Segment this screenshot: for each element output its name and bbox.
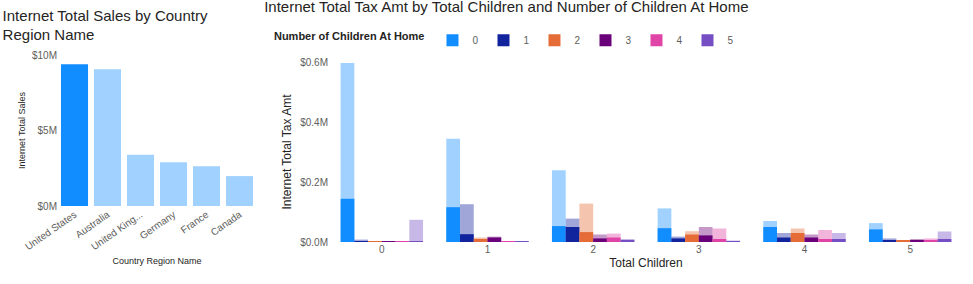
svg-text:1: 1 <box>485 244 491 255</box>
svg-text:Internet Total Sales by Countr: Internet Total Sales by CountryRegion Na… <box>3 7 208 44</box>
svg-text:$0.6M: $0.6M <box>300 57 328 68</box>
svg-text:Total Children: Total Children <box>609 256 682 270</box>
svg-text:0: 0 <box>379 244 385 255</box>
svg-text:$5M: $5M <box>38 125 57 136</box>
svg-text:$0.4M: $0.4M <box>300 117 328 128</box>
svg-text:Germany: Germany <box>138 209 178 242</box>
svg-text:Internet Total Tax Amt: Internet Total Tax Amt <box>280 94 294 210</box>
svg-text:France: France <box>179 208 211 235</box>
svg-text:3: 3 <box>696 244 702 255</box>
svg-text:4: 4 <box>676 35 682 46</box>
svg-text:4: 4 <box>802 244 808 255</box>
svg-text:3: 3 <box>625 35 631 46</box>
svg-text:$10M: $10M <box>32 50 57 61</box>
svg-text:Internet Total Tax Amt by Tota: Internet Total Tax Amt by Total Children… <box>264 0 748 15</box>
svg-text:0: 0 <box>472 35 478 46</box>
svg-text:Canada: Canada <box>209 208 244 237</box>
svg-text:Australia: Australia <box>73 208 112 240</box>
svg-text:Number of Children At Home: Number of Children At Home <box>274 30 425 42</box>
svg-text:2: 2 <box>574 35 580 46</box>
svg-text:5: 5 <box>907 244 913 255</box>
svg-text:$0M: $0M <box>38 201 57 212</box>
svg-text:1: 1 <box>523 35 529 46</box>
svg-text:Internet Total Sales: Internet Total Sales <box>17 92 27 169</box>
svg-text:5: 5 <box>727 35 733 46</box>
svg-text:United States: United States <box>23 209 78 252</box>
svg-text:$0.0M: $0.0M <box>300 237 328 248</box>
svg-text:United King...: United King... <box>89 209 144 252</box>
svg-text:Country Region Name: Country Region Name <box>112 256 201 266</box>
svg-text:2: 2 <box>590 244 596 255</box>
svg-text:$0.2M: $0.2M <box>300 177 328 188</box>
